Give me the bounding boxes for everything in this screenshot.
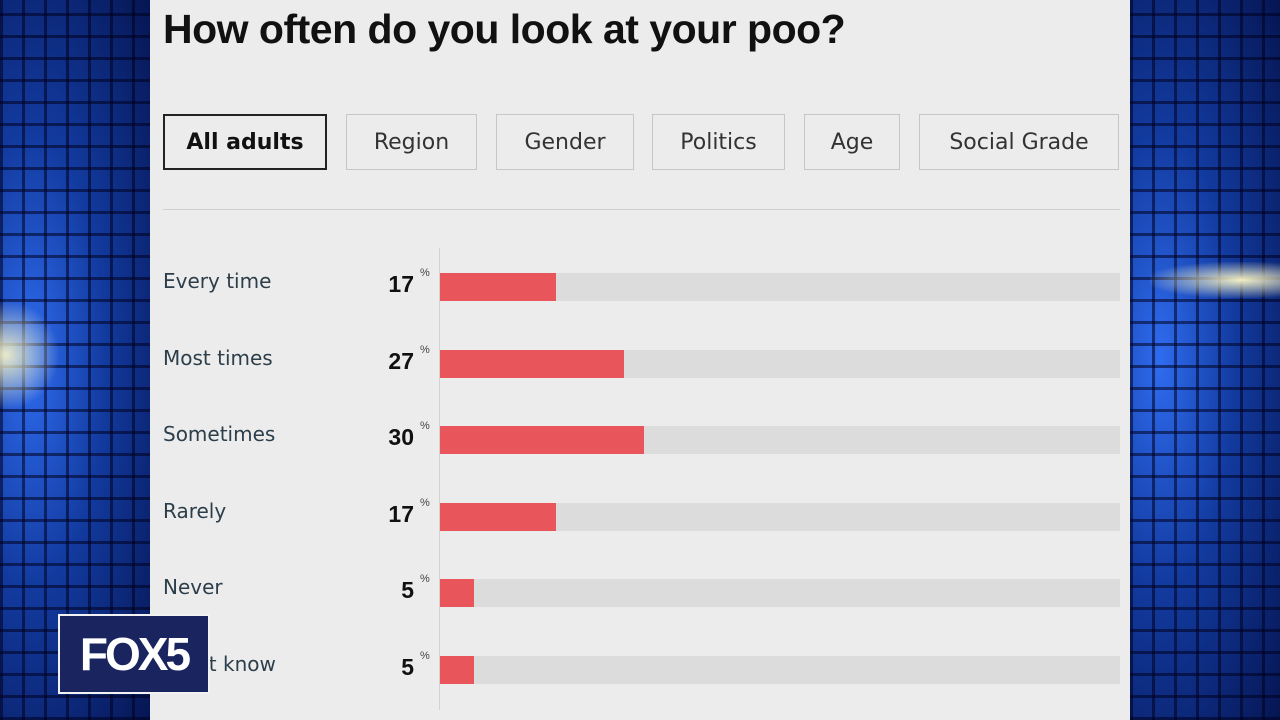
percent-sign: %: [420, 573, 430, 585]
bar-sometimes: [440, 426, 644, 454]
bar-every-time: [440, 273, 556, 301]
value-label: 17: [388, 501, 414, 527]
chart-row-don-t-know: Don't know 5%: [0, 650, 1280, 686]
tabs-divider: [163, 209, 1120, 210]
tab-all-adults[interactable]: All adults: [163, 114, 327, 170]
bar-rarely: [440, 503, 556, 531]
chart-row-most-times: Most times 27%: [0, 344, 1280, 380]
bar-most-times: [440, 350, 624, 378]
fox5-logo: FOX5: [58, 614, 210, 694]
background-light-right: [1150, 262, 1280, 298]
category-label: Every time: [163, 269, 272, 293]
value-label: 5: [401, 577, 414, 603]
value-label: 5: [401, 654, 414, 680]
tab-gender[interactable]: Gender: [496, 114, 634, 170]
bar-don-t-know: [440, 656, 474, 684]
percent-sign: %: [420, 344, 430, 356]
tab-region[interactable]: Region: [346, 114, 477, 170]
category-label: Rarely: [163, 499, 227, 523]
value-label: 27: [388, 348, 414, 374]
percent-sign: %: [420, 420, 430, 432]
bar-track: [440, 503, 1120, 531]
chart-axis-line: [439, 248, 440, 710]
bar-track: [440, 350, 1120, 378]
chart-row-every-time: Every time 17%: [0, 267, 1280, 303]
bar-track: [440, 273, 1120, 301]
chart-row-never: Never 5%: [0, 573, 1280, 609]
percent-sign: %: [420, 497, 430, 509]
chart-row-sometimes: Sometimes 30%: [0, 420, 1280, 456]
bar-never: [440, 579, 474, 607]
category-label: Most times: [163, 346, 273, 370]
chart-row-rarely: Rarely 17%: [0, 497, 1280, 533]
bar-track: [440, 579, 1120, 607]
percent-sign: %: [420, 267, 430, 279]
bar-track: [440, 426, 1120, 454]
tab-politics[interactable]: Politics: [652, 114, 785, 170]
category-label: Sometimes: [163, 422, 276, 446]
bar-track: [440, 656, 1120, 684]
background-left: [0, 0, 150, 720]
category-label: Never: [163, 575, 223, 599]
background-light-left: [0, 300, 60, 410]
percent-sign: %: [420, 650, 430, 662]
background-right: [1130, 0, 1280, 720]
value-label: 30: [388, 424, 414, 450]
value-label: 17: [388, 271, 414, 297]
tab-social-grade[interactable]: Social Grade: [919, 114, 1119, 170]
tab-age[interactable]: Age: [804, 114, 900, 170]
page-title: How often do you look at your poo?: [163, 6, 846, 52]
